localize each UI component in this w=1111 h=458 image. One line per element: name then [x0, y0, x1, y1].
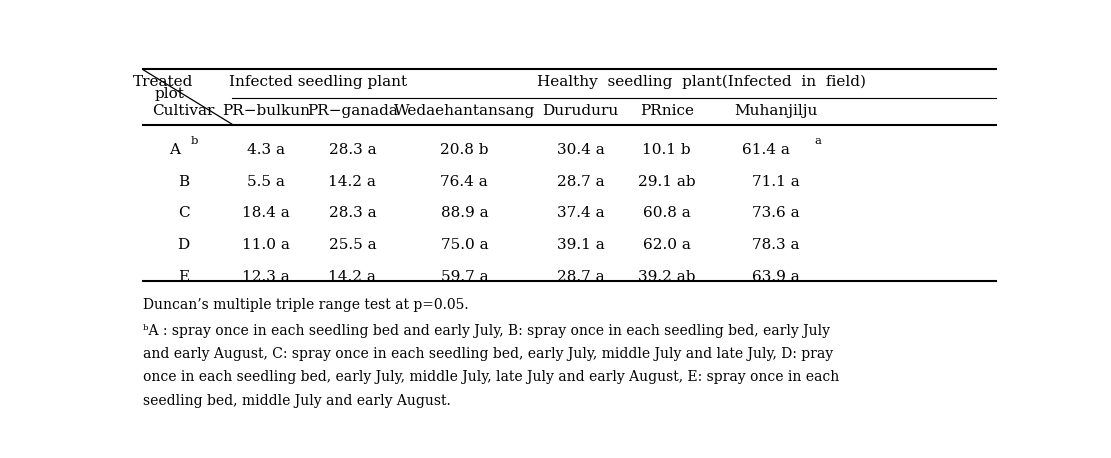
Text: 71.1 a: 71.1 a: [752, 174, 800, 189]
Text: 88.9 a: 88.9 a: [441, 206, 488, 220]
Text: 73.6 a: 73.6 a: [752, 206, 800, 220]
Text: 25.5 a: 25.5 a: [329, 238, 377, 252]
Text: 75.0 a: 75.0 a: [441, 238, 488, 252]
Text: PRnice: PRnice: [640, 104, 693, 118]
Text: 37.4 a: 37.4 a: [557, 206, 604, 220]
Text: plot: plot: [154, 87, 184, 101]
Text: A: A: [170, 143, 181, 157]
Text: once in each seedling bed, early July, middle July, late July and early August, : once in each seedling bed, early July, m…: [143, 370, 840, 384]
Text: ᵇA : spray once in each seedling bed and early July, B: spray once in each seedl: ᵇA : spray once in each seedling bed and…: [143, 324, 830, 338]
Text: and early August, C: spray once in each seedling bed, early July, middle July an: and early August, C: spray once in each …: [143, 347, 833, 361]
Text: Duruduru: Duruduru: [542, 104, 619, 118]
Text: seedling bed, middle July and early August.: seedling bed, middle July and early Augu…: [143, 393, 451, 408]
Text: 39.1 a: 39.1 a: [557, 238, 604, 252]
Text: 61.4 a: 61.4 a: [742, 143, 790, 157]
Text: 60.8 a: 60.8 a: [643, 206, 691, 220]
Text: B: B: [178, 174, 189, 189]
Text: D: D: [178, 238, 190, 252]
Text: a: a: [814, 136, 821, 147]
Text: 28.7 a: 28.7 a: [557, 270, 604, 284]
Text: Cultivar: Cultivar: [152, 104, 214, 118]
Text: 14.2 a: 14.2 a: [329, 174, 377, 189]
Text: Infected seedling plant: Infected seedling plant: [229, 75, 407, 89]
Text: 5.5 a: 5.5 a: [248, 174, 286, 189]
Text: b: b: [190, 136, 198, 147]
Text: 78.3 a: 78.3 a: [752, 238, 800, 252]
Text: Muhanjilju: Muhanjilju: [734, 104, 818, 118]
Text: 18.4 a: 18.4 a: [242, 206, 290, 220]
Text: C: C: [178, 206, 190, 220]
Text: 20.8 b: 20.8 b: [440, 143, 489, 157]
Text: 12.3 a: 12.3 a: [242, 270, 290, 284]
Text: 63.9 a: 63.9 a: [752, 270, 800, 284]
Text: 4.3 a: 4.3 a: [248, 143, 286, 157]
Text: Treated: Treated: [133, 75, 193, 89]
Text: 62.0 a: 62.0 a: [643, 238, 691, 252]
Text: 28.7 a: 28.7 a: [557, 174, 604, 189]
Text: Healthy  seedling  plant(Infected  in  field): Healthy seedling plant(Infected in field…: [538, 75, 867, 89]
Text: 59.7 a: 59.7 a: [441, 270, 488, 284]
Text: 10.1 b: 10.1 b: [642, 143, 691, 157]
Text: Duncan’s multiple triple range test at p=0.05.: Duncan’s multiple triple range test at p…: [143, 298, 469, 312]
Text: 39.2 ab: 39.2 ab: [638, 270, 695, 284]
Text: 28.3 a: 28.3 a: [329, 143, 377, 157]
Text: E: E: [178, 270, 189, 284]
Text: 11.0 a: 11.0 a: [242, 238, 290, 252]
Text: PR−ganada: PR−ganada: [307, 104, 398, 118]
Text: 29.1 ab: 29.1 ab: [638, 174, 695, 189]
Text: 30.4 a: 30.4 a: [557, 143, 604, 157]
Text: Wedaehantansang: Wedaehantansang: [393, 104, 536, 118]
Text: 76.4 a: 76.4 a: [440, 174, 488, 189]
Text: 28.3 a: 28.3 a: [329, 206, 377, 220]
Text: PR−bulkun: PR−bulkun: [222, 104, 310, 118]
Text: 14.2 a: 14.2 a: [329, 270, 377, 284]
